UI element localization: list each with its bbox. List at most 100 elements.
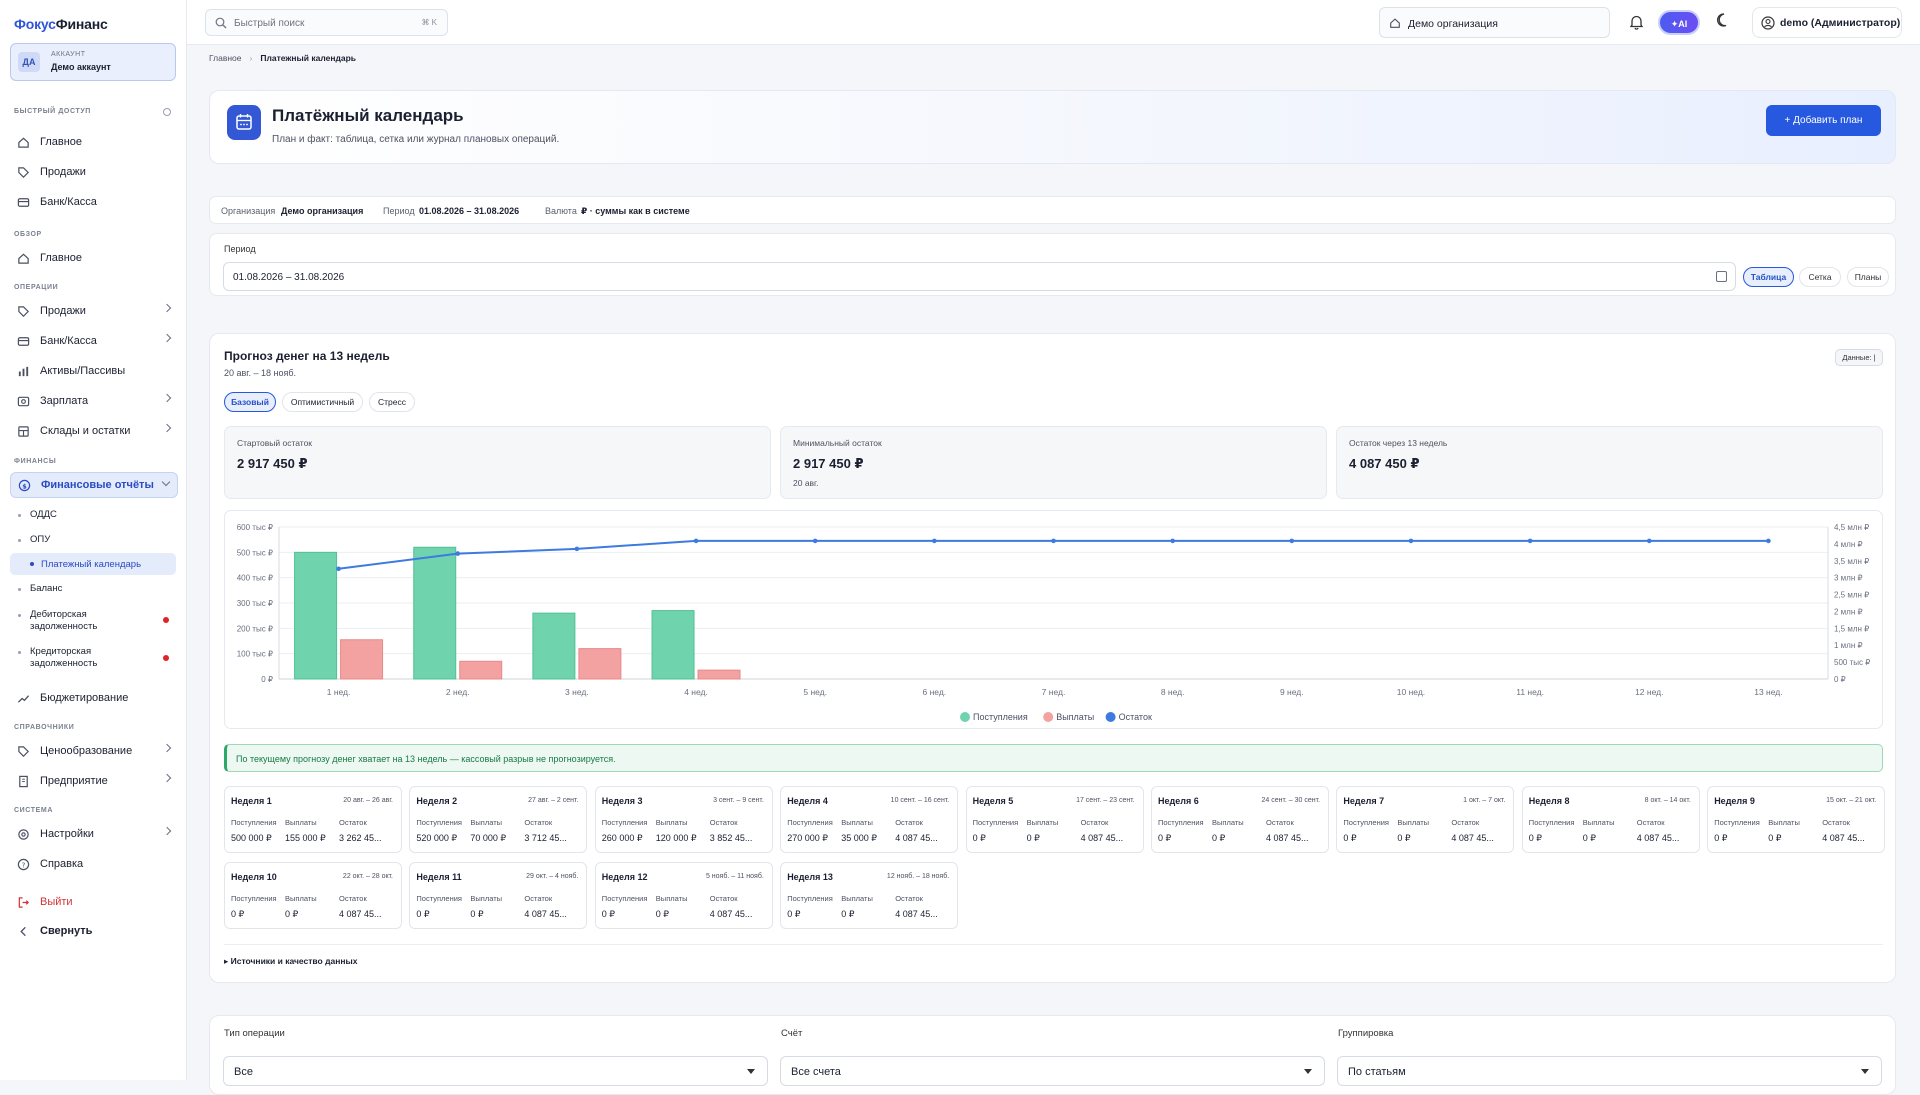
- bar-inflow: [413, 546, 457, 680]
- week-card[interactable]: Неделя 7 1 окт. – 7 окт. Поступления Выплат…: [1336, 786, 1515, 853]
- nav-item-help[interactable]: ? Справка: [10, 851, 178, 877]
- op-type-select[interactable]: Все: [223, 1056, 768, 1086]
- view-tab-plans[interactable]: Планы: [1847, 267, 1889, 287]
- app-logo[interactable]: ФокусФинанс: [14, 16, 108, 32]
- week-bal-value: 4 087 45...: [1451, 833, 1494, 843]
- account-select[interactable]: Все счета: [780, 1056, 1325, 1086]
- bell-icon[interactable]: [1629, 14, 1644, 30]
- nav-item-salary[interactable]: Зарплата: [10, 388, 178, 414]
- nav-item-warehouse[interactable]: Склады и остатки: [10, 418, 178, 444]
- week-out-value: 155 000 ₽: [285, 833, 326, 843]
- quick-item-bank[interactable]: Банк/Касса: [10, 189, 178, 215]
- week-dates: 20 авг. – 26 авг.: [343, 797, 393, 804]
- sub-item-payables[interactable]: Кредиторская задолженность: [18, 646, 135, 670]
- ai-assistant-button[interactable]: ✦AI: [1658, 10, 1700, 35]
- week-name: Неделя 9: [1714, 796, 1755, 806]
- quick-access-settings-icon[interactable]: [163, 108, 171, 116]
- week-bal-value: 4 087 45...: [339, 909, 382, 919]
- nav-item-pricing[interactable]: Ценообразование: [10, 738, 178, 764]
- week-in-value: 0 ₽: [1714, 833, 1728, 843]
- view-tab-grid[interactable]: Сетка: [1799, 267, 1841, 287]
- legend-label: Поступления: [973, 712, 1028, 722]
- week-card[interactable]: Неделя 4 10 сент. – 16 сент. Поступления Вы…: [780, 786, 959, 853]
- week-card[interactable]: Неделя 3 3 сент. – 9 сент. Поступления Выпл…: [594, 786, 773, 853]
- nav-item-enterprise[interactable]: Предприятие: [10, 768, 178, 794]
- quick-search-input[interactable]: Быстрый поиск ⌘ K: [205, 9, 448, 36]
- week-name: Неделя 11: [416, 872, 462, 882]
- week-in-value: 0 ₽: [972, 833, 986, 843]
- col-out-label: Выплаты: [470, 818, 503, 827]
- nav-item-bank[interactable]: Банк/Касса: [10, 328, 178, 354]
- week-dates: 29 окт. – 4 нояб.: [526, 873, 579, 880]
- logout-button[interactable]: Выйти: [10, 889, 178, 915]
- balance-point: [1527, 538, 1533, 544]
- sources-quality-toggle[interactable]: ▸ Источники и качество данных: [224, 956, 358, 966]
- chevron-right-icon: [162, 773, 172, 783]
- nav-item-finance-reports[interactable]: $ Финансовые отчёты: [10, 472, 178, 498]
- week-card[interactable]: Неделя 8 8 окт. – 14 окт. Поступления Выпла…: [1521, 786, 1700, 853]
- account-label: АККАУНТ: [51, 51, 86, 58]
- week-card[interactable]: Неделя 2 27 авг. – 2 сент. Поступления Выпл…: [409, 786, 588, 853]
- period-input-value: 01.08.2026 – 31.08.2026: [233, 272, 345, 283]
- week-card[interactable]: Неделя 6 24 сент. – 30 сент. Поступления Вы…: [1151, 786, 1329, 853]
- svg-text:$: $: [22, 482, 27, 490]
- scenario-base[interactable]: Базовый: [224, 392, 276, 412]
- chevron-right-icon: [162, 743, 172, 753]
- nav-item-settings[interactable]: Настройки: [10, 821, 178, 847]
- quick-item-home[interactable]: Главное: [10, 129, 178, 155]
- search-placeholder: Быстрый поиск: [234, 18, 305, 29]
- nav-item-assets[interactable]: Активы/Пассивы: [10, 358, 178, 384]
- col-out-label: Выплаты: [655, 894, 688, 903]
- chevron-down-icon: [747, 1069, 755, 1074]
- week-card[interactable]: Неделя 9 15 окт. – 21 окт. Поступления Выпл…: [1707, 786, 1886, 853]
- forecast-card: Прогноз денег на 13 недель 20 авг. – 18 …: [209, 333, 1896, 983]
- y-right-tick-label: 500 тыс ₽: [1834, 658, 1870, 667]
- week-in-value: 260 000 ₽: [601, 833, 643, 843]
- nav-label: Свернуть: [40, 925, 93, 937]
- col-in-label: Поступления: [787, 894, 833, 903]
- nav-item-sales[interactable]: Продажи: [10, 298, 178, 324]
- payroll-icon: [16, 394, 30, 408]
- collapse-sidebar-button[interactable]: Свернуть: [10, 918, 178, 944]
- sub-item-opu[interactable]: ОПУ: [17, 534, 51, 545]
- quick-item-sales[interactable]: Продажи: [10, 159, 178, 185]
- help-circle-icon: ?: [16, 857, 30, 871]
- chevron-right-icon: [162, 333, 172, 343]
- sub-item-receivables[interactable]: Дебиторская задолженность: [18, 609, 135, 633]
- grouping-select[interactable]: По статьям: [1337, 1056, 1882, 1086]
- organization-selector[interactable]: Демо организация: [1379, 7, 1610, 38]
- operations-filter-card: Тип операции Все Счёт Все счета Группиро…: [209, 1015, 1896, 1095]
- user-menu[interactable]: demo (Администратор): [1752, 7, 1902, 38]
- sub-item-balance[interactable]: Баланс: [17, 583, 63, 594]
- add-plan-button[interactable]: + Добавить план: [1766, 105, 1881, 136]
- week-card[interactable]: Неделя 10 22 окт. – 28 окт. Поступления Вып…: [224, 862, 402, 929]
- calendar-icon[interactable]: [1716, 271, 1727, 282]
- scenario-optimistic[interactable]: Оптимистичный: [282, 392, 363, 412]
- week-name: Неделя 10: [231, 872, 277, 882]
- view-tab-table[interactable]: Таблица: [1743, 267, 1794, 287]
- week-bal-value: 3 852 45...: [709, 833, 753, 843]
- week-card[interactable]: Неделя 13 12 нояб. – 18 нояб. Поступления В…: [780, 862, 959, 929]
- nav-label: Склады и остатки: [40, 425, 131, 437]
- sub-item-payment-calendar[interactable]: Платежный календарь: [10, 553, 176, 575]
- scenario-stress[interactable]: Стресс: [369, 392, 415, 412]
- nav-item-budgeting[interactable]: Бюджетирование: [10, 685, 178, 711]
- week-card[interactable]: Неделя 5 17 сент. – 23 сент. Поступления Вы…: [965, 786, 1144, 853]
- week-card[interactable]: Неделя 1 20 авг. – 26 авг. Поступления Выпл…: [224, 786, 402, 853]
- breadcrumb-home[interactable]: Главное: [209, 53, 242, 63]
- y-right-tick-label: 0 ₽: [1834, 675, 1846, 684]
- moon-icon[interactable]: [1715, 12, 1731, 29]
- y-right-tick-label: 4,5 млн ₽: [1834, 523, 1869, 532]
- week-in-value: 0 ₽: [1528, 833, 1543, 843]
- balance-point: [812, 538, 818, 544]
- week-out-value: 35 000 ₽: [841, 833, 877, 843]
- week-card[interactable]: Неделя 12 5 нояб. – 11 нояб. Поступления Вы…: [594, 862, 773, 929]
- data-status-badge[interactable]: Данные: |: [1835, 349, 1883, 366]
- sub-item-odds[interactable]: ОДДС: [18, 509, 57, 520]
- col-bal-label: Остаток: [339, 818, 367, 827]
- account-switcher[interactable]: ДА АККАУНТ Демо аккаунт: [10, 43, 176, 81]
- nav-item-home[interactable]: Главное: [10, 245, 178, 271]
- week-card[interactable]: Неделя 11 29 окт. – 4 нояб. Поступления Вып…: [409, 862, 588, 929]
- period-date-range-input[interactable]: 01.08.2026 – 31.08.2026: [223, 262, 1736, 291]
- bar-inflow: [294, 551, 338, 680]
